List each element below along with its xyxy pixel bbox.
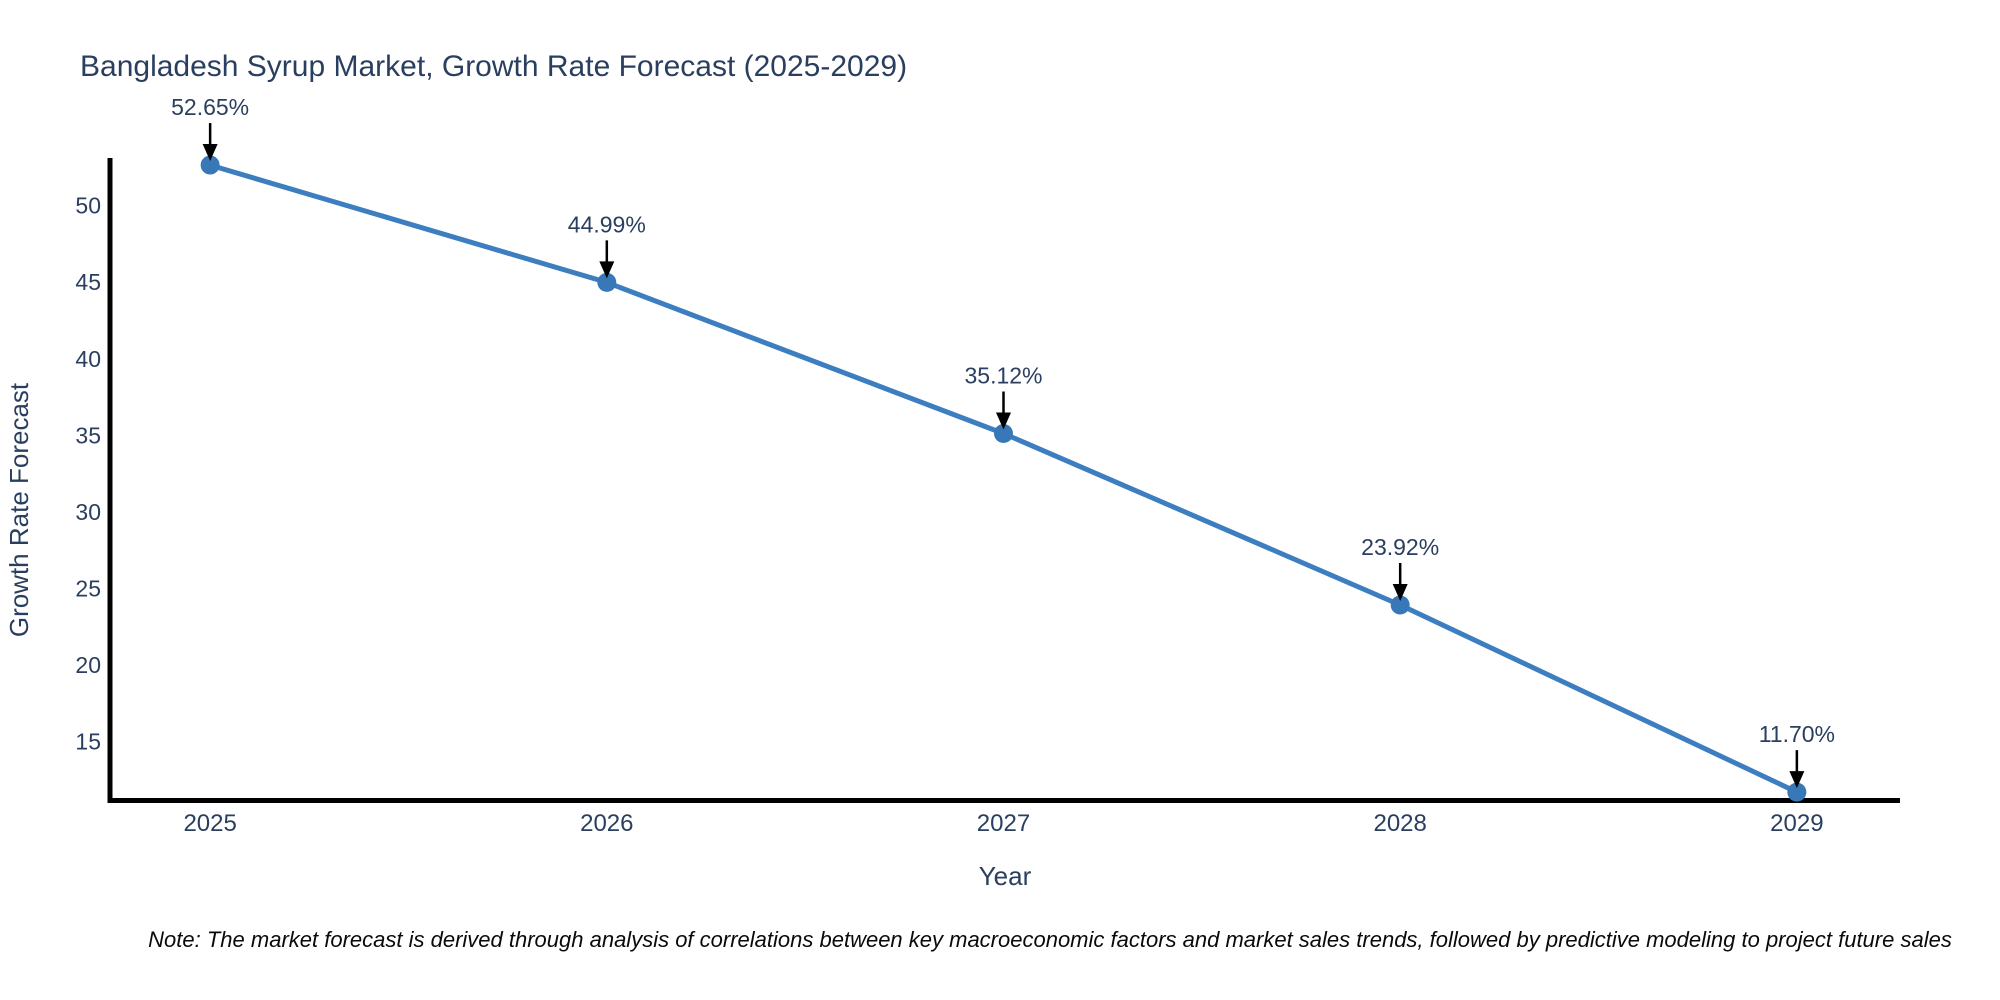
chart-title: Bangladesh Syrup Market, Growth Rate For… xyxy=(80,50,907,83)
y-tick-label: 15 xyxy=(75,729,101,755)
y-tick-label: 45 xyxy=(75,269,101,295)
y-tick-label: 20 xyxy=(75,652,101,678)
point-value-label: 11.70% xyxy=(1759,721,1835,747)
annotation-arrowhead xyxy=(1789,771,1805,789)
point-value-label: 23.92% xyxy=(1361,534,1439,560)
x-tick-label: 2025 xyxy=(183,810,236,837)
x-tick-label: 2028 xyxy=(1373,810,1426,837)
annotation-arrowhead xyxy=(599,261,615,279)
chart-footnote: Note: The market forecast is derived thr… xyxy=(148,927,1952,952)
y-tick-label: 35 xyxy=(75,422,101,448)
annotation-arrowhead xyxy=(202,144,218,162)
x-tick-label: 2029 xyxy=(1770,810,1823,837)
point-value-label: 35.12% xyxy=(964,362,1042,388)
data-point-marker xyxy=(1787,782,1807,802)
point-value-label: 52.65% xyxy=(171,94,249,120)
x-tick-label: 2026 xyxy=(580,810,633,837)
x-axis-title: Year xyxy=(979,861,1032,891)
annotation-arrowhead xyxy=(1392,583,1408,601)
chart-dynamic-layer: 50 45 40 35 30 25 20 15 2025 2026 2027 2028 2029 52.6… xyxy=(75,94,1900,837)
data-point-marker xyxy=(597,272,617,292)
x-tick-label: 2027 xyxy=(977,810,1030,837)
y-axis-title: Growth Rate Forecast xyxy=(4,382,34,637)
y-tick-label: 25 xyxy=(75,575,101,601)
point-value-label: 44.99% xyxy=(568,211,646,237)
data-point-marker xyxy=(994,423,1013,443)
y-tick-label: 30 xyxy=(75,499,101,525)
data-point-marker xyxy=(1390,595,1410,615)
y-tick-label: 40 xyxy=(75,346,101,372)
y-tick-label: 50 xyxy=(75,193,101,219)
series-line xyxy=(207,162,1800,795)
data-point-marker xyxy=(200,155,220,175)
annotation-arrowhead xyxy=(996,412,1011,430)
